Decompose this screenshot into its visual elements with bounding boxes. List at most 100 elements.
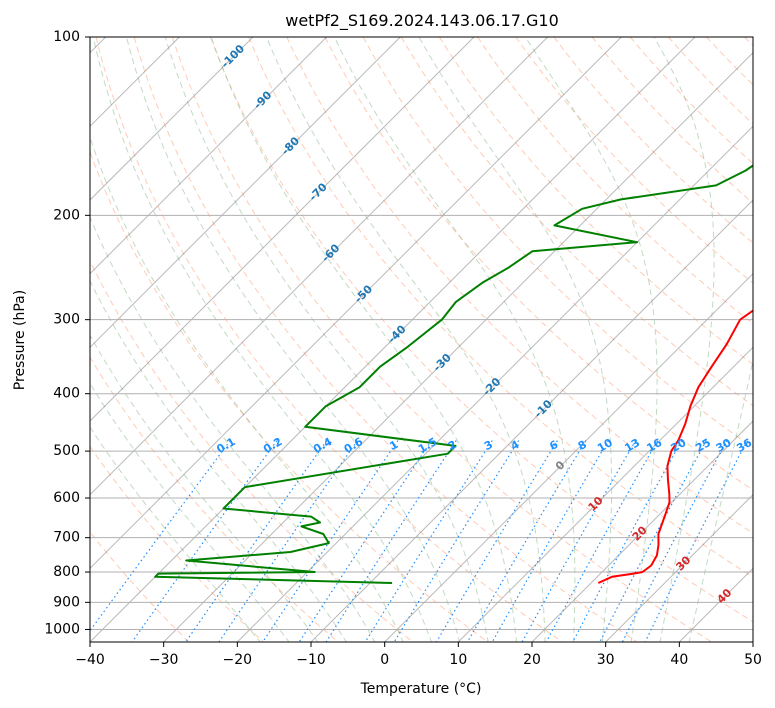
moist-adiabat: [164, 37, 489, 642]
dry-adiabat: [515, 37, 753, 284]
isotherm-line: [90, 37, 622, 570]
dry-adiabat: [210, 37, 753, 623]
mixing-ratio-line: [185, 440, 328, 642]
y-tick-label: 100: [53, 29, 80, 45]
dry-adiabat: [90, 531, 190, 642]
dry-adiabat: [171, 37, 712, 642]
mixing-ratio-label: 0.2: [261, 435, 284, 456]
dry-adiabat: [553, 37, 753, 244]
x-tick-label: 30: [597, 652, 615, 668]
dry-adiabat: [90, 445, 264, 642]
mixing-ratio-line: [364, 440, 493, 642]
x-tick-label: 20: [523, 652, 541, 668]
moist-adiabat: [653, 37, 715, 642]
isotherm-label: 10: [586, 494, 606, 514]
isotherm-line: [90, 37, 475, 422]
plot-frame: [89, 36, 754, 643]
mixing-ratio-label: 30: [714, 436, 734, 455]
isotherm-line: [90, 37, 401, 349]
moist-adiabat: [688, 358, 753, 642]
dry-adiabat: [706, 37, 753, 86]
moist-adiabat: [266, 37, 546, 642]
mixing-ratio-label: 10: [595, 436, 615, 455]
mixing-ratio-line: [521, 440, 637, 642]
x-axis-label: Temperature (°C): [360, 681, 482, 697]
mixing-ratio-line: [131, 440, 278, 642]
y-tick-label: 200: [53, 207, 80, 223]
isotherm-line: [752, 641, 753, 642]
isotherm-line: [605, 493, 753, 642]
x-tick-label: −30: [149, 652, 179, 668]
moist-adiabat: [90, 279, 347, 642]
mixing-ratio-line: [466, 440, 587, 642]
mixing-ratio-label: 36: [734, 436, 754, 455]
moist-adiabat: [524, 37, 658, 642]
moist-adiabat: [126, 37, 461, 642]
temperature-profile: [597, 309, 753, 584]
y-tick-label: 400: [53, 386, 80, 402]
dewpoint-profile: [154, 164, 753, 584]
y-tick-label: 500: [53, 443, 80, 459]
mixing-ratio-label: 1.5: [416, 435, 439, 456]
isotherm-line: [90, 37, 696, 642]
isotherm-line: [90, 37, 549, 496]
mixing-ratio-line: [435, 440, 558, 642]
isotherm-line: [678, 567, 753, 642]
background-layers: -100-90-80-70-60-50-40-30-20-10010203040…: [90, 37, 754, 642]
mixing-ratio-line: [491, 440, 609, 642]
x-tick-label: 10: [449, 652, 467, 668]
mixing-ratio-line: [621, 440, 728, 642]
plot-area: -100-90-80-70-60-50-40-30-20-10010203040…: [90, 37, 754, 642]
dry-adiabat: [744, 37, 753, 47]
moist-adiabat: [90, 382, 290, 642]
x-tick-label: −10: [296, 652, 326, 668]
dry-adiabat: [668, 37, 753, 125]
moist-adiabat: [210, 37, 518, 642]
isotherm-line: [310, 199, 753, 642]
moist-adiabat: [90, 426, 261, 642]
mixing-ratio-line: [90, 440, 231, 632]
x-tick-label: −20: [223, 652, 253, 668]
mixing-ratio-line: [262, 440, 399, 642]
isotherm-line: [384, 272, 753, 642]
mixing-ratio-label: 0.4: [311, 435, 335, 456]
x-tick-label: 50: [744, 652, 762, 668]
mixing-ratio-line: [599, 440, 707, 642]
dry-adiabat: [286, 37, 753, 534]
chart-title: wetPf2_S169.2024.143.06.17.G10: [285, 11, 559, 31]
dry-adiabat: [133, 37, 638, 642]
moist-adiabat: [418, 37, 613, 642]
mixing-ratio-line: [218, 440, 358, 642]
moist-adiabat: [92, 37, 432, 642]
moist-adiabat: [333, 37, 576, 642]
y-tick-label: 900: [53, 594, 80, 610]
isotherm-line: [531, 420, 753, 642]
y-tick-label: 800: [53, 564, 80, 580]
mixing-ratio-label: 25: [693, 436, 713, 455]
dry-adiabat: [90, 259, 414, 642]
moist-adiabat: [90, 215, 376, 642]
mixing-ratio-line: [298, 440, 432, 642]
x-tick-label: −40: [75, 652, 105, 668]
mixing-ratio-label: 0.6: [342, 435, 366, 456]
isotherm-line: [236, 125, 753, 642]
y-tick-label: 600: [53, 490, 80, 506]
x-tick-label: 40: [670, 652, 688, 668]
moist-adiabat: [90, 334, 319, 642]
dry-adiabat: [400, 37, 753, 407]
x-tick-label: 0: [380, 652, 389, 668]
axis-ticks: −40 −30 −20 −10 0 10 20 30 40 50 100 200 300 400 500 60…: [44, 29, 762, 668]
y-tick-label: 700: [53, 530, 80, 546]
mixing-ratio-line: [644, 440, 748, 642]
isotherm-line: [163, 51, 753, 642]
dry-adiabat: [95, 37, 563, 642]
dry-adiabat: [591, 37, 753, 204]
y-tick-label: 1000: [44, 621, 80, 637]
dry-adiabat: [90, 150, 488, 642]
isotherm-line: [90, 37, 254, 201]
moist-adiabat: [90, 135, 404, 642]
y-axis-label: Pressure (hPa): [12, 290, 28, 390]
dry-adiabat: [362, 37, 753, 449]
